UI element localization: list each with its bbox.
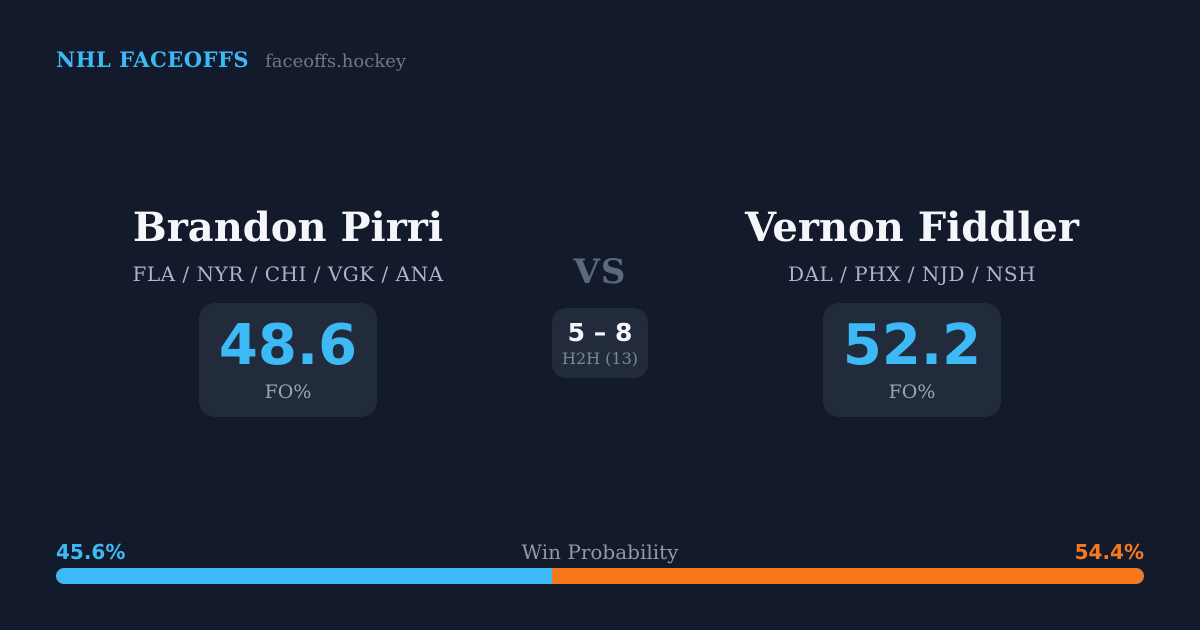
player-left-name: Brandon Pirri	[132, 204, 444, 251]
player-right-name: Vernon Fiddler	[745, 204, 1079, 251]
win-probability-section: 45.6% Win Probability 54.4%	[56, 540, 1144, 584]
win-probability-bar	[56, 568, 1144, 584]
versus-column: VS 5 – 8 H2H (13)	[520, 205, 680, 378]
player-left-fo-label: FO%	[264, 381, 312, 403]
win-probability-bar-left-segment	[56, 568, 553, 584]
player-left-column: Brandon Pirri FLA / NYR / CHI / VGK / AN…	[56, 205, 520, 417]
h2h-label: H2H (13)	[561, 348, 638, 368]
h2h-card: 5 – 8 H2H (13)	[552, 308, 648, 378]
player-left-teams: FLA / NYR / CHI / VGK / ANA	[132, 262, 444, 286]
h2h-score: 5 – 8	[567, 317, 633, 347]
player-left-fo-card: 48.6 FO%	[199, 303, 377, 417]
win-probability-bar-right-segment	[552, 568, 1144, 584]
player-right-teams: DAL / PHX / NJD / NSH	[788, 262, 1036, 286]
player-right-fo-value: 52.2	[842, 313, 982, 378]
win-probability-right-pct: 54.4%	[1074, 540, 1144, 564]
win-probability-left-pct: 45.6%	[56, 540, 126, 564]
brand-domain: faceoffs.hockey	[265, 51, 407, 72]
player-left-fo-value: 48.6	[218, 313, 358, 378]
versus-label: VS	[573, 252, 627, 292]
matchup-section: Brandon Pirri FLA / NYR / CHI / VGK / AN…	[56, 205, 1144, 417]
player-right-column: Vernon Fiddler DAL / PHX / NJD / NSH 52.…	[680, 205, 1144, 417]
player-right-fo-label: FO%	[888, 381, 936, 403]
brand-title: NHL FACEOFFS	[56, 47, 250, 72]
win-probability-title: Win Probability	[521, 540, 679, 564]
header: NHL FACEOFFS faceoffs.hockey	[56, 47, 406, 72]
win-probability-labels: 45.6% Win Probability 54.4%	[56, 540, 1144, 564]
player-right-fo-card: 52.2 FO%	[823, 303, 1001, 417]
